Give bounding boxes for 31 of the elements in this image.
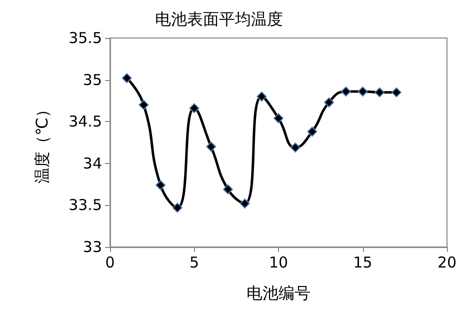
y-tick-label: 35.5 [68, 29, 102, 47]
point [189, 103, 200, 114]
x-tick-label: 15 [353, 254, 372, 272]
x-tick-label: 5 [189, 254, 200, 272]
point [122, 73, 132, 84]
point [256, 92, 267, 102]
point [156, 180, 166, 190]
y-tick-label: 34 [82, 154, 102, 172]
point [222, 184, 233, 194]
point [138, 100, 149, 110]
point [240, 198, 250, 209]
point [290, 142, 300, 153]
y-tick-label: 33 [82, 238, 102, 256]
point [206, 142, 216, 152]
y-axis-title: 温度（℃） [32, 102, 52, 184]
chart-title: 电池表面平均温度 [155, 10, 283, 28]
x-axis-title: 电池编号 [246, 284, 310, 302]
point [172, 202, 182, 213]
point [324, 97, 334, 108]
x-tick-label: 10 [268, 254, 288, 272]
y-tick-label: 35 [82, 70, 102, 89]
point [358, 86, 368, 97]
point [374, 87, 385, 98]
x-tick-label: 0 [105, 254, 115, 272]
point [340, 86, 351, 97]
point [307, 126, 318, 137]
point [391, 87, 402, 98]
point [274, 113, 284, 124]
y-tick-label: 34.5 [68, 112, 102, 131]
x-tick-label: 20 [437, 254, 457, 272]
y-tick-label: 33.5 [68, 196, 102, 214]
